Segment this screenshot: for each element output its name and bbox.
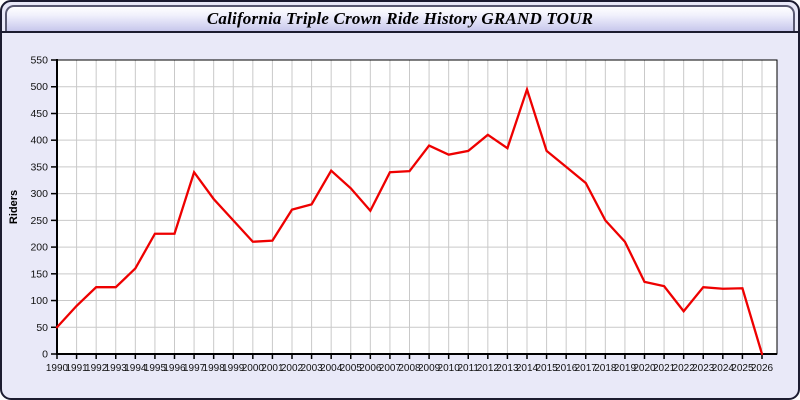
- x-tick-label: 2011: [457, 363, 479, 374]
- x-tick-label: 2009: [418, 363, 441, 374]
- x-tick-label: 2024: [712, 363, 735, 374]
- x-tick-label: 2002: [281, 363, 304, 374]
- x-tick-label: 2010: [438, 363, 461, 374]
- x-tick-label: 2008: [398, 363, 421, 374]
- y-axis-title: Riders: [8, 190, 20, 224]
- x-tick-label: 2006: [359, 363, 382, 374]
- x-tick-label: 2015: [535, 363, 558, 374]
- x-tick-label: 2025: [731, 363, 754, 374]
- y-tick-label: 50: [36, 322, 48, 334]
- x-tick-label: 2013: [496, 363, 519, 374]
- y-tick-label: 400: [30, 135, 48, 147]
- riders-series-line: [55, 85, 764, 356]
- x-tick-label: 1998: [203, 363, 226, 374]
- x-tick-label: 2021: [653, 363, 676, 374]
- y-tick-label: 350: [30, 161, 48, 173]
- x-tick-label: 2018: [594, 363, 617, 374]
- page-title: California Triple Crown Ride History GRA…: [206, 9, 594, 28]
- x-tick-label: 1994: [124, 363, 147, 374]
- y-tick-label: 500: [30, 81, 48, 93]
- y-tick-label: 450: [30, 108, 48, 120]
- x-tick-label: 2026: [751, 363, 774, 374]
- x-tick-label: 2019: [614, 363, 637, 374]
- plot-area: [57, 60, 777, 354]
- x-tick-label: 2017: [575, 363, 598, 374]
- x-tick-label: 2016: [555, 363, 578, 374]
- x-tick-label: 2023: [692, 363, 715, 374]
- y-tick-label: 0: [42, 349, 48, 361]
- x-tick-label: 1990: [46, 363, 69, 374]
- x-tick-label: 2014: [516, 363, 539, 374]
- title-bar: California Triple Crown Ride History GRA…: [5, 5, 795, 31]
- y-tick-label: 200: [30, 242, 48, 254]
- x-tick-label: 2007: [379, 363, 402, 374]
- y-tick-label: 150: [30, 268, 48, 280]
- x-tick-label: 1992: [85, 363, 108, 374]
- x-tick-label: 1995: [144, 363, 167, 374]
- x-tick-label: 2001: [261, 363, 284, 374]
- x-tick-label: 1997: [183, 363, 206, 374]
- x-tick-label: 1999: [222, 363, 245, 374]
- x-tick-label: 2005: [340, 363, 363, 374]
- x-tick-label: 1996: [163, 363, 186, 374]
- x-tick-label: 2020: [633, 363, 656, 374]
- x-tick-label: 1993: [105, 363, 128, 374]
- x-tick-label: 2000: [242, 363, 265, 374]
- title-bar-divider: [2, 31, 798, 33]
- x-tick-label: 1991: [65, 363, 88, 374]
- x-tick-label: 2022: [673, 363, 696, 374]
- x-tick-label: 2012: [477, 363, 500, 374]
- y-tick-label: 250: [30, 215, 48, 227]
- x-tick-label: 2004: [320, 363, 343, 374]
- y-tick-label: 100: [30, 295, 48, 307]
- y-tick-label: 550: [30, 55, 48, 67]
- x-tick-label: 2003: [300, 363, 323, 374]
- y-tick-label: 300: [30, 188, 48, 200]
